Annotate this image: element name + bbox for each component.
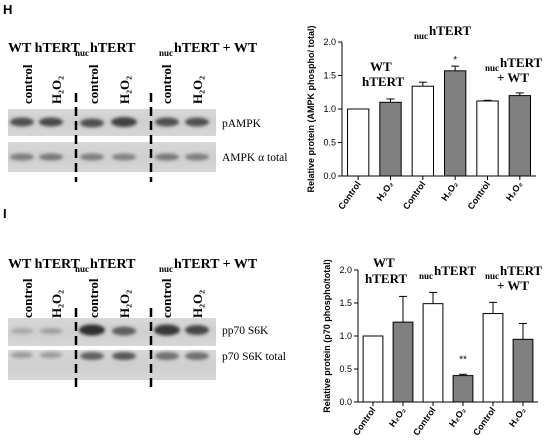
chart-h-group3-sub: nuc [485,63,499,73]
lane-label: H₂O₂ [190,76,205,104]
bar [476,100,499,177]
bar [512,338,534,403]
chart-h-group2-sub: nuc [414,31,428,41]
chart-i-group2-line1: hTERT [434,263,477,278]
y-axis-label: Relative protein (p70 phospho/total) [322,259,332,413]
x-tick-label: H₂O₂ [375,179,396,202]
x-tick-label: Control [466,179,493,211]
x-tick-label: H₂O₂ [387,405,408,428]
bar [392,321,414,403]
chart-h-group2-line1: hTERT [429,23,472,38]
chart-h-group3-line2: + WT [497,70,529,85]
lane-label: control [86,278,101,318]
chart-h: 0.0 0.5 1.0 1.5 2.0 Relative protein (AMPK ph… [306,25,536,211]
chart-i-group3-line1: hTERT [500,263,543,278]
chart-h-group1-line2: hTERT [362,74,405,89]
x-tick-label: Control [471,405,498,437]
lane-label: control [159,64,174,104]
blot-header-nuc: hTERT [90,41,136,56]
x-tick-label: H₂O₂ [439,179,460,202]
y-tick-label: 2.0 [339,265,352,275]
blot-image-i [8,308,216,392]
blot-header-mix: hTERT + WT [174,41,258,56]
chart-h-group1-line1: WT [370,59,392,74]
y-tick-label: 0.0 [339,397,352,407]
band-label-p70-total: p70 S6K total [222,351,286,363]
blot-header-mix-sub: nuc [159,48,173,58]
y-axis-label: Relative protein (AMPK phospho/ total) [306,25,316,192]
blot-header-mix-sub: nuc [159,264,173,274]
x-tick-label: Control [336,179,363,211]
y-tick-label: 0.5 [323,138,336,148]
lane-labels-h: control H₂O₂ control H₂O₂ control H₂O₂ [20,64,205,104]
lane-label: H₂O₂ [49,76,64,104]
blot-header-wt: WT hTERT [8,41,81,56]
x-tick-label: H₂O₂ [507,405,528,428]
x-tick-label: Control [411,405,438,437]
bar [362,335,384,403]
bar [422,303,444,403]
bar [443,70,467,177]
y-tick-label: 2.0 [323,37,336,47]
x-tick-label: Control [351,405,378,437]
lane-label: H₂O₂ [117,76,132,104]
lane-label: control [20,64,35,104]
band-label-ampk-total: AMPK α total [222,152,287,164]
bar [508,95,532,177]
x-tick-label: H₂O₂ [504,179,525,202]
chart-i-group2-sub: nuc [419,271,433,281]
bar [411,85,435,177]
y-tick-label: 1.5 [339,298,352,308]
lane-label: H₂O₂ [49,290,64,318]
lane-label: control [159,278,174,318]
lane-label: H₂O₂ [117,290,132,318]
band-label-pampk: pAMPK [222,118,262,130]
blot-header-nuc-sub: nuc [75,48,89,58]
lane-label: H₂O₂ [190,290,205,318]
significance-marker: * [453,55,457,66]
x-tick-label: H₂O₂ [447,405,468,428]
chart-h-group3-line1: hTERT [500,55,543,70]
bar [346,108,370,177]
panel-letter-i: I [3,206,7,221]
y-tick-label: 0.0 [323,171,336,181]
y-tick-label: 1.0 [339,331,352,341]
y-tick-label: 0.5 [339,364,352,374]
lane-label: control [20,278,35,318]
blot-header-wt: WT hTERT [8,257,81,272]
y-tick-label: 1.0 [323,104,336,114]
blot-header-nuc-sub: nuc [75,264,89,274]
chart-i-group3-line2: + WT [497,278,529,293]
y-tick-label: 1.5 [323,71,336,81]
significance-marker: ** [459,354,467,365]
panel-letter-h: H [3,2,12,17]
band-label-pp70: pp70 S6K [222,325,269,337]
bar [452,375,474,403]
lane-label: control [86,64,101,104]
blot-image-h [8,93,216,182]
x-tick-label: Control [401,179,428,211]
chart-i-group3-sub: nuc [485,271,499,281]
chart-i-group1-line2: hTERT [365,271,408,286]
blot-header-mix: hTERT + WT [174,257,258,272]
blot-header-nuc: hTERT [90,257,136,272]
blot-strip-top [8,318,216,346]
lane-labels-i: control H₂O₂ control H₂O₂ control H₂O₂ [20,278,205,318]
bar [379,101,402,177]
chart-i-group1-line1: WT [373,255,395,270]
blot-strip-bottom [8,350,216,380]
bar [482,313,504,403]
